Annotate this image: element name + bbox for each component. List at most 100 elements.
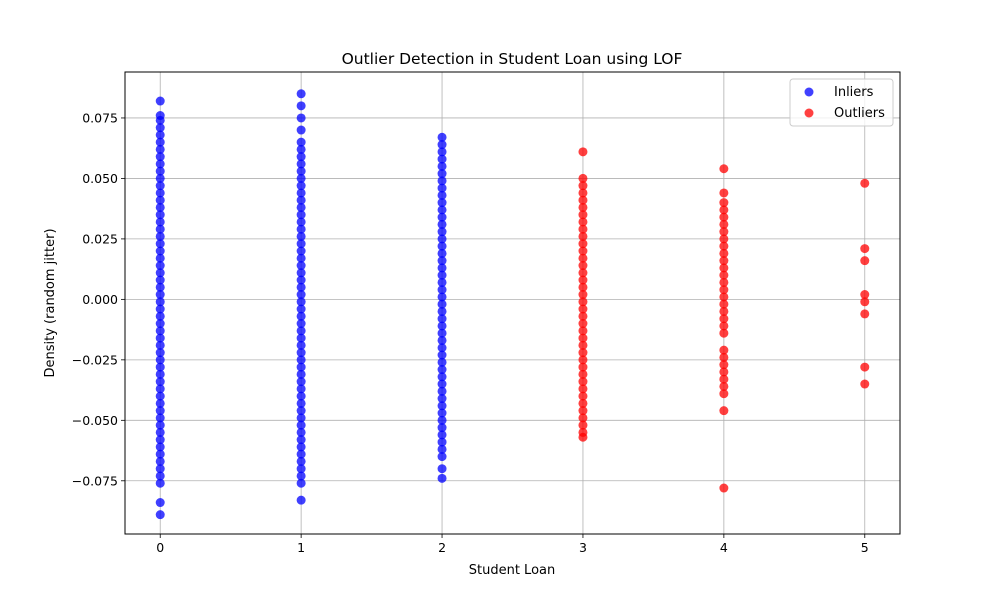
inlier-point (437, 277, 447, 287)
inlier-point (437, 212, 447, 222)
outlier-point (578, 340, 588, 350)
y-tick-label: 0.075 (82, 110, 118, 125)
inlier-point (296, 125, 306, 135)
inlier-point (437, 205, 447, 215)
inlier-point (296, 239, 306, 249)
outlier-point (719, 212, 729, 222)
inlier-point (296, 217, 306, 227)
outlier-point (719, 164, 729, 174)
inlier-point (437, 314, 447, 324)
inlier-point (155, 181, 165, 191)
inlier-point (296, 326, 306, 336)
inlier-point (437, 372, 447, 382)
inlier-point (155, 311, 165, 321)
inlier-point (296, 159, 306, 169)
outlier-point (719, 367, 729, 377)
outlier-point (578, 297, 588, 307)
legend-box (789, 78, 894, 127)
outlier-point (578, 326, 588, 336)
inlier-point (296, 253, 306, 263)
inlier-point (437, 473, 447, 483)
outlier-point (719, 299, 729, 309)
outlier-point (578, 282, 588, 292)
inlier-point (155, 231, 165, 241)
inlier-point (296, 173, 306, 183)
y-tick-label: 0.025 (82, 231, 118, 246)
outlier-point (578, 202, 588, 212)
outlier-point (719, 483, 729, 493)
inlier-point (155, 369, 165, 379)
outlier-point (719, 256, 729, 266)
inlier-point (155, 362, 165, 372)
inlier-point (155, 398, 165, 408)
outlier-point (578, 181, 588, 191)
inlier-point (155, 239, 165, 249)
inlier-point (437, 365, 447, 375)
inlier-point (296, 113, 306, 123)
inlier-point (155, 413, 165, 423)
inlier-point (296, 210, 306, 220)
inlier-point (296, 268, 306, 278)
inlier-point (155, 210, 165, 220)
outlier-point (578, 239, 588, 249)
inlier-point (155, 498, 165, 508)
legend-inliers-label: Inliers (834, 85, 874, 100)
inlier-point (155, 449, 165, 459)
outlier-point (719, 285, 729, 295)
inlier-point (296, 406, 306, 416)
outlier-point (719, 328, 729, 338)
inlier-point (437, 292, 447, 302)
inlier-point (296, 413, 306, 423)
inlier-point (296, 89, 306, 99)
inlier-point (296, 231, 306, 241)
outlier-point (578, 231, 588, 241)
inlier-point (296, 181, 306, 191)
inlier-point (296, 246, 306, 256)
inlier-point (437, 176, 447, 186)
data-points (155, 89, 870, 520)
inlier-point (437, 270, 447, 280)
legend-inliers-marker (804, 87, 814, 97)
outlier-point (578, 147, 588, 157)
outlier-point (719, 314, 729, 324)
inlier-point (155, 115, 165, 125)
inlier-point (296, 297, 306, 307)
y-tick-label: −0.050 (72, 413, 118, 428)
x-tick-label: 0 (156, 540, 164, 555)
inlier-point (437, 234, 447, 244)
inlier-point (155, 268, 165, 278)
outlier-point (578, 413, 588, 423)
outlier-point (578, 406, 588, 416)
outlier-point (578, 246, 588, 256)
x-tick-label: 1 (297, 540, 305, 555)
inlier-point (296, 384, 306, 394)
outlier-point (578, 348, 588, 358)
outlier-point (578, 188, 588, 198)
inlier-point (296, 101, 306, 111)
inlier-point (155, 290, 165, 300)
inlier-point (155, 391, 165, 401)
inlier-point (296, 311, 306, 321)
inlier-point (155, 152, 165, 162)
outlier-point (578, 217, 588, 227)
inlier-point (296, 319, 306, 329)
inlier-point (437, 183, 447, 193)
inlier-point (437, 343, 447, 353)
inlier-point (437, 140, 447, 150)
outlier-point (719, 205, 729, 215)
inlier-point (437, 350, 447, 360)
inlier-point (437, 394, 447, 404)
outlier-point (578, 420, 588, 430)
inlier-point (437, 132, 447, 142)
outlier-point (578, 398, 588, 408)
outlier-point (578, 432, 588, 442)
inlier-point (296, 464, 306, 474)
x-tick-label: 3 (579, 540, 587, 555)
outlier-point (578, 391, 588, 401)
inlier-point (437, 401, 447, 411)
inlier-point (155, 384, 165, 394)
outlier-point (719, 406, 729, 416)
inlier-point (437, 227, 447, 237)
inlier-point (296, 290, 306, 300)
outlier-point (578, 253, 588, 263)
